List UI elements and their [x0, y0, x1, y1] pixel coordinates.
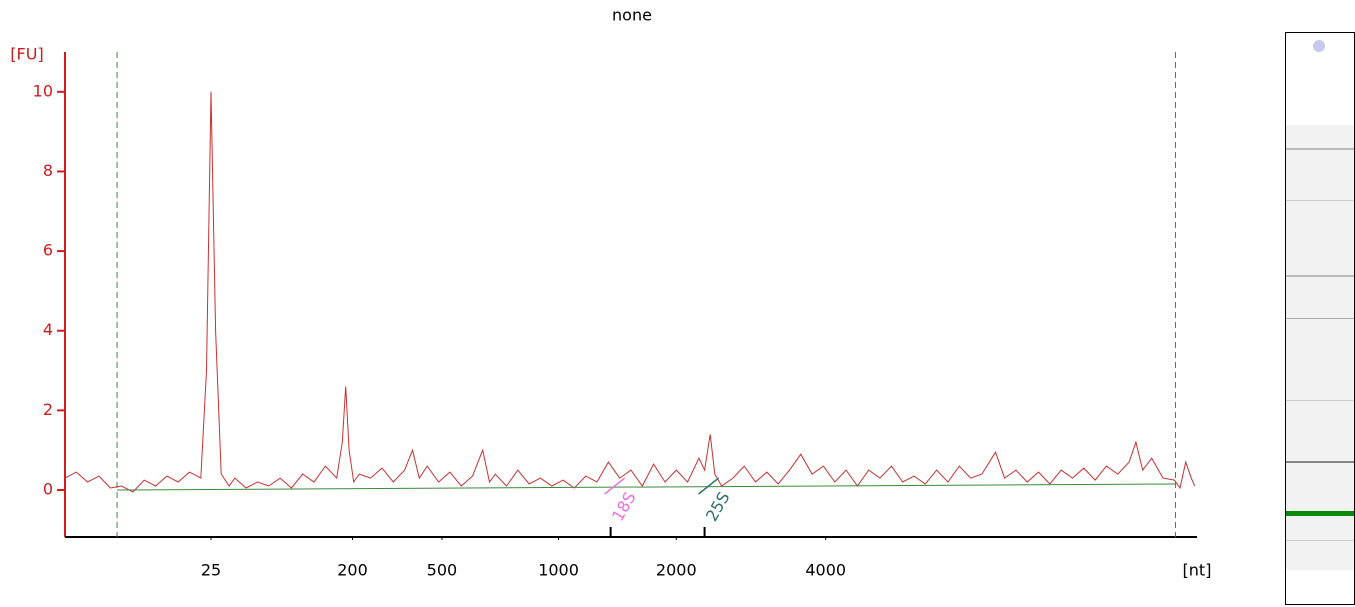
gel-lane [1285, 32, 1355, 605]
marker-line [604, 477, 626, 495]
x-tick-label: 25 [201, 561, 221, 580]
y-tick-label: 0 [43, 480, 53, 499]
trace-line [64, 91, 1196, 493]
chart-title: none [612, 6, 652, 25]
marker-label: 25S [702, 489, 734, 525]
y-tick-label: 10 [33, 81, 53, 100]
x-tick-label: 1000 [538, 561, 579, 580]
x-tick-label: 4000 [805, 561, 846, 580]
y-tick-label: 8 [43, 161, 53, 180]
x-tick-label: 2000 [656, 561, 697, 580]
x-tick-label: 500 [427, 561, 458, 580]
y-tick-label: 4 [43, 320, 53, 339]
y-tick-label: 6 [43, 241, 53, 260]
trace-line [117, 483, 1176, 491]
y-axis-label: [FU] [10, 45, 43, 64]
y-tick-label: 2 [43, 400, 53, 419]
x-tick-label: 200 [337, 561, 368, 580]
x-axis-label: [nt] [1183, 561, 1212, 580]
marker-line [698, 477, 720, 495]
marker-label: 18S [608, 489, 640, 525]
